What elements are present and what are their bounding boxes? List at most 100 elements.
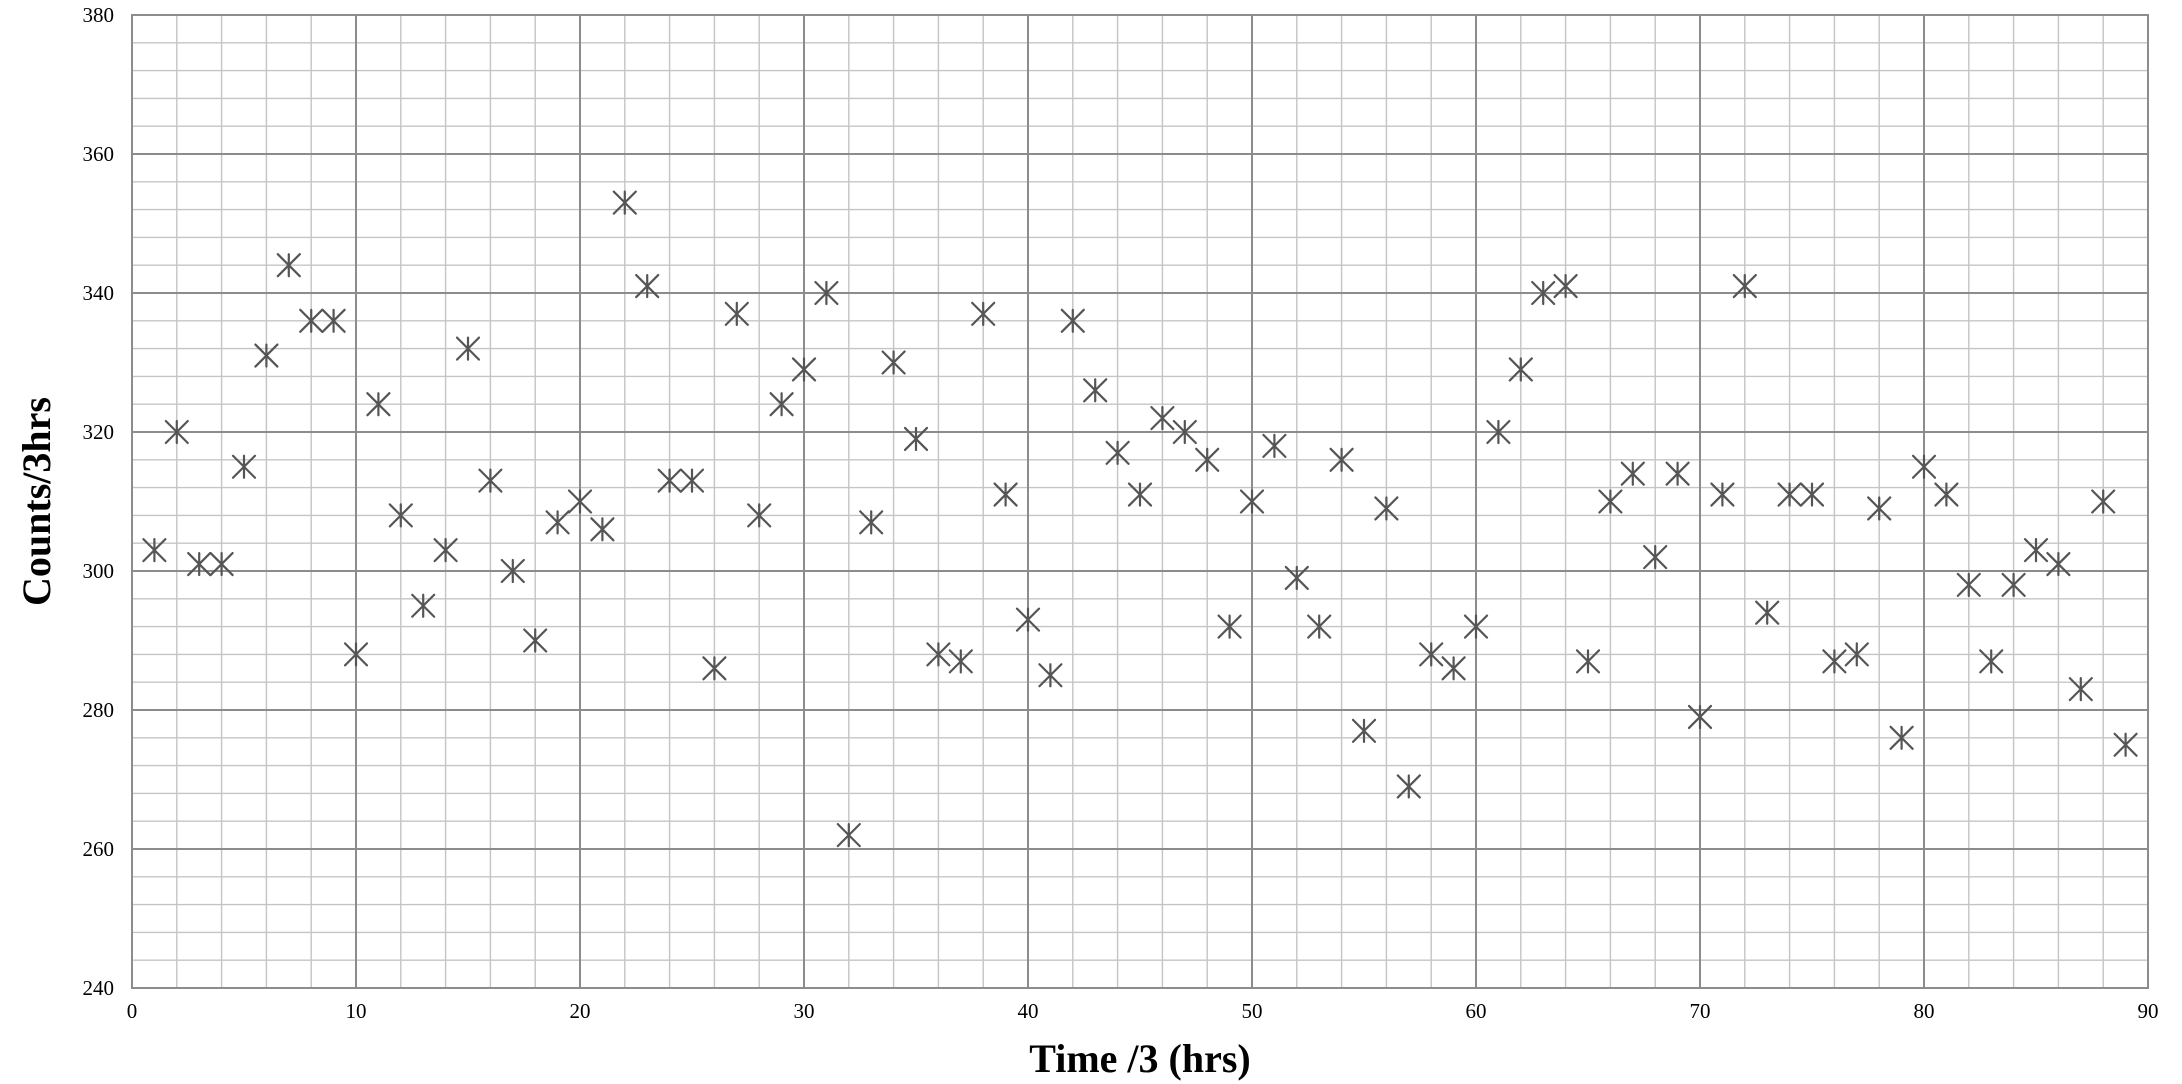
x-axis-title: Time /3 (hrs) [1029,1036,1250,1081]
data-point [2113,732,2138,757]
data-point [612,190,637,215]
data-point [2091,489,2116,514]
data-point [1195,447,1220,472]
data-point [523,628,548,653]
data-point [388,503,413,528]
data-point [2068,677,2093,702]
y-tick-label: 320 [83,420,115,444]
data-point [971,301,996,326]
data-point [1620,461,1645,486]
x-tick-label: 30 [794,999,815,1023]
data-point [1687,704,1713,730]
data-point [724,301,749,326]
data-point [1553,273,1578,299]
data-point [1822,649,1847,674]
y-tick-label: 380 [83,3,115,27]
data-point [1665,461,1690,486]
data-point [791,357,817,382]
data-point [1307,614,1332,639]
data-point [859,510,884,535]
data-point [411,593,436,618]
x-tick-label: 50 [1242,999,1263,1023]
data-point [1777,482,1802,507]
data-point [1643,544,1668,570]
data-point [478,468,503,493]
data-point [567,489,593,514]
y-axis-tick-labels: 240 260 280 300 320 340 360 380 [83,3,115,1000]
data-point [1284,565,1309,591]
data-point [164,419,189,445]
data-point [343,642,369,667]
data-point [1867,496,1892,521]
data-point [1262,433,1287,458]
data-point [1934,482,1959,507]
data-point [1038,663,1063,688]
data-point [1486,419,1511,445]
data-point [321,308,346,333]
data-point [657,468,682,493]
data-point [1083,378,1108,403]
data-point [1351,718,1377,743]
x-tick-label: 20 [570,999,591,1023]
data-point [1575,649,1601,674]
data-point [187,551,212,577]
data-point [500,558,525,584]
data-point [1799,482,1825,507]
data-point [1531,280,1556,306]
data-point [702,656,727,681]
data-point [455,336,481,361]
data-point [1979,649,2004,674]
x-tick-label: 90 [2138,999,2159,1023]
data-point [1105,440,1130,465]
data-point [814,280,839,306]
data-point [2023,538,2049,563]
data-point [142,538,167,563]
data-point [1441,656,1466,681]
data-point [1060,308,1085,333]
data-point [903,426,929,452]
data-point [1374,496,1399,521]
data-point [747,503,772,528]
data-point [679,468,705,493]
data-point [635,273,660,299]
data-point [590,517,615,542]
data-point [366,392,391,417]
y-tick-label: 340 [83,281,115,305]
data-point [231,454,257,479]
data-point [1239,489,1265,514]
x-tick-label: 0 [127,999,138,1023]
y-tick-label: 360 [83,142,115,166]
data-point [1844,642,1869,667]
x-tick-label: 70 [1690,999,1711,1023]
data-point [545,510,570,535]
x-tick-label: 40 [1018,999,1039,1023]
data-point [926,642,951,667]
data-point [769,392,794,417]
data-point [1889,725,1914,750]
data-point [276,253,301,278]
x-tick-label: 10 [346,999,367,1023]
data-point [209,551,234,577]
y-tick-label: 280 [83,698,115,722]
data-point [1732,273,1757,299]
data-point [254,343,279,368]
data-point [1329,447,1354,472]
y-tick-label: 260 [83,837,115,861]
x-tick-label: 60 [1466,999,1487,1023]
data-point [1396,774,1421,799]
plot-area-frame [131,14,2149,989]
data-point [836,822,861,848]
y-axis-title: Counts/3hrs [14,397,59,606]
data-point [1911,454,1937,479]
data-point [881,350,906,375]
x-tick-label: 80 [1914,999,1935,1023]
data-points [142,190,2138,848]
data-point [1508,357,1533,382]
y-tick-label: 240 [83,976,115,1000]
data-point [1419,642,1444,667]
data-point [1127,482,1153,507]
x-axis-tick-labels: 0 10 20 30 40 50 60 70 80 90 [127,999,2159,1023]
data-point [1956,572,1981,598]
data-point [1755,600,1780,625]
